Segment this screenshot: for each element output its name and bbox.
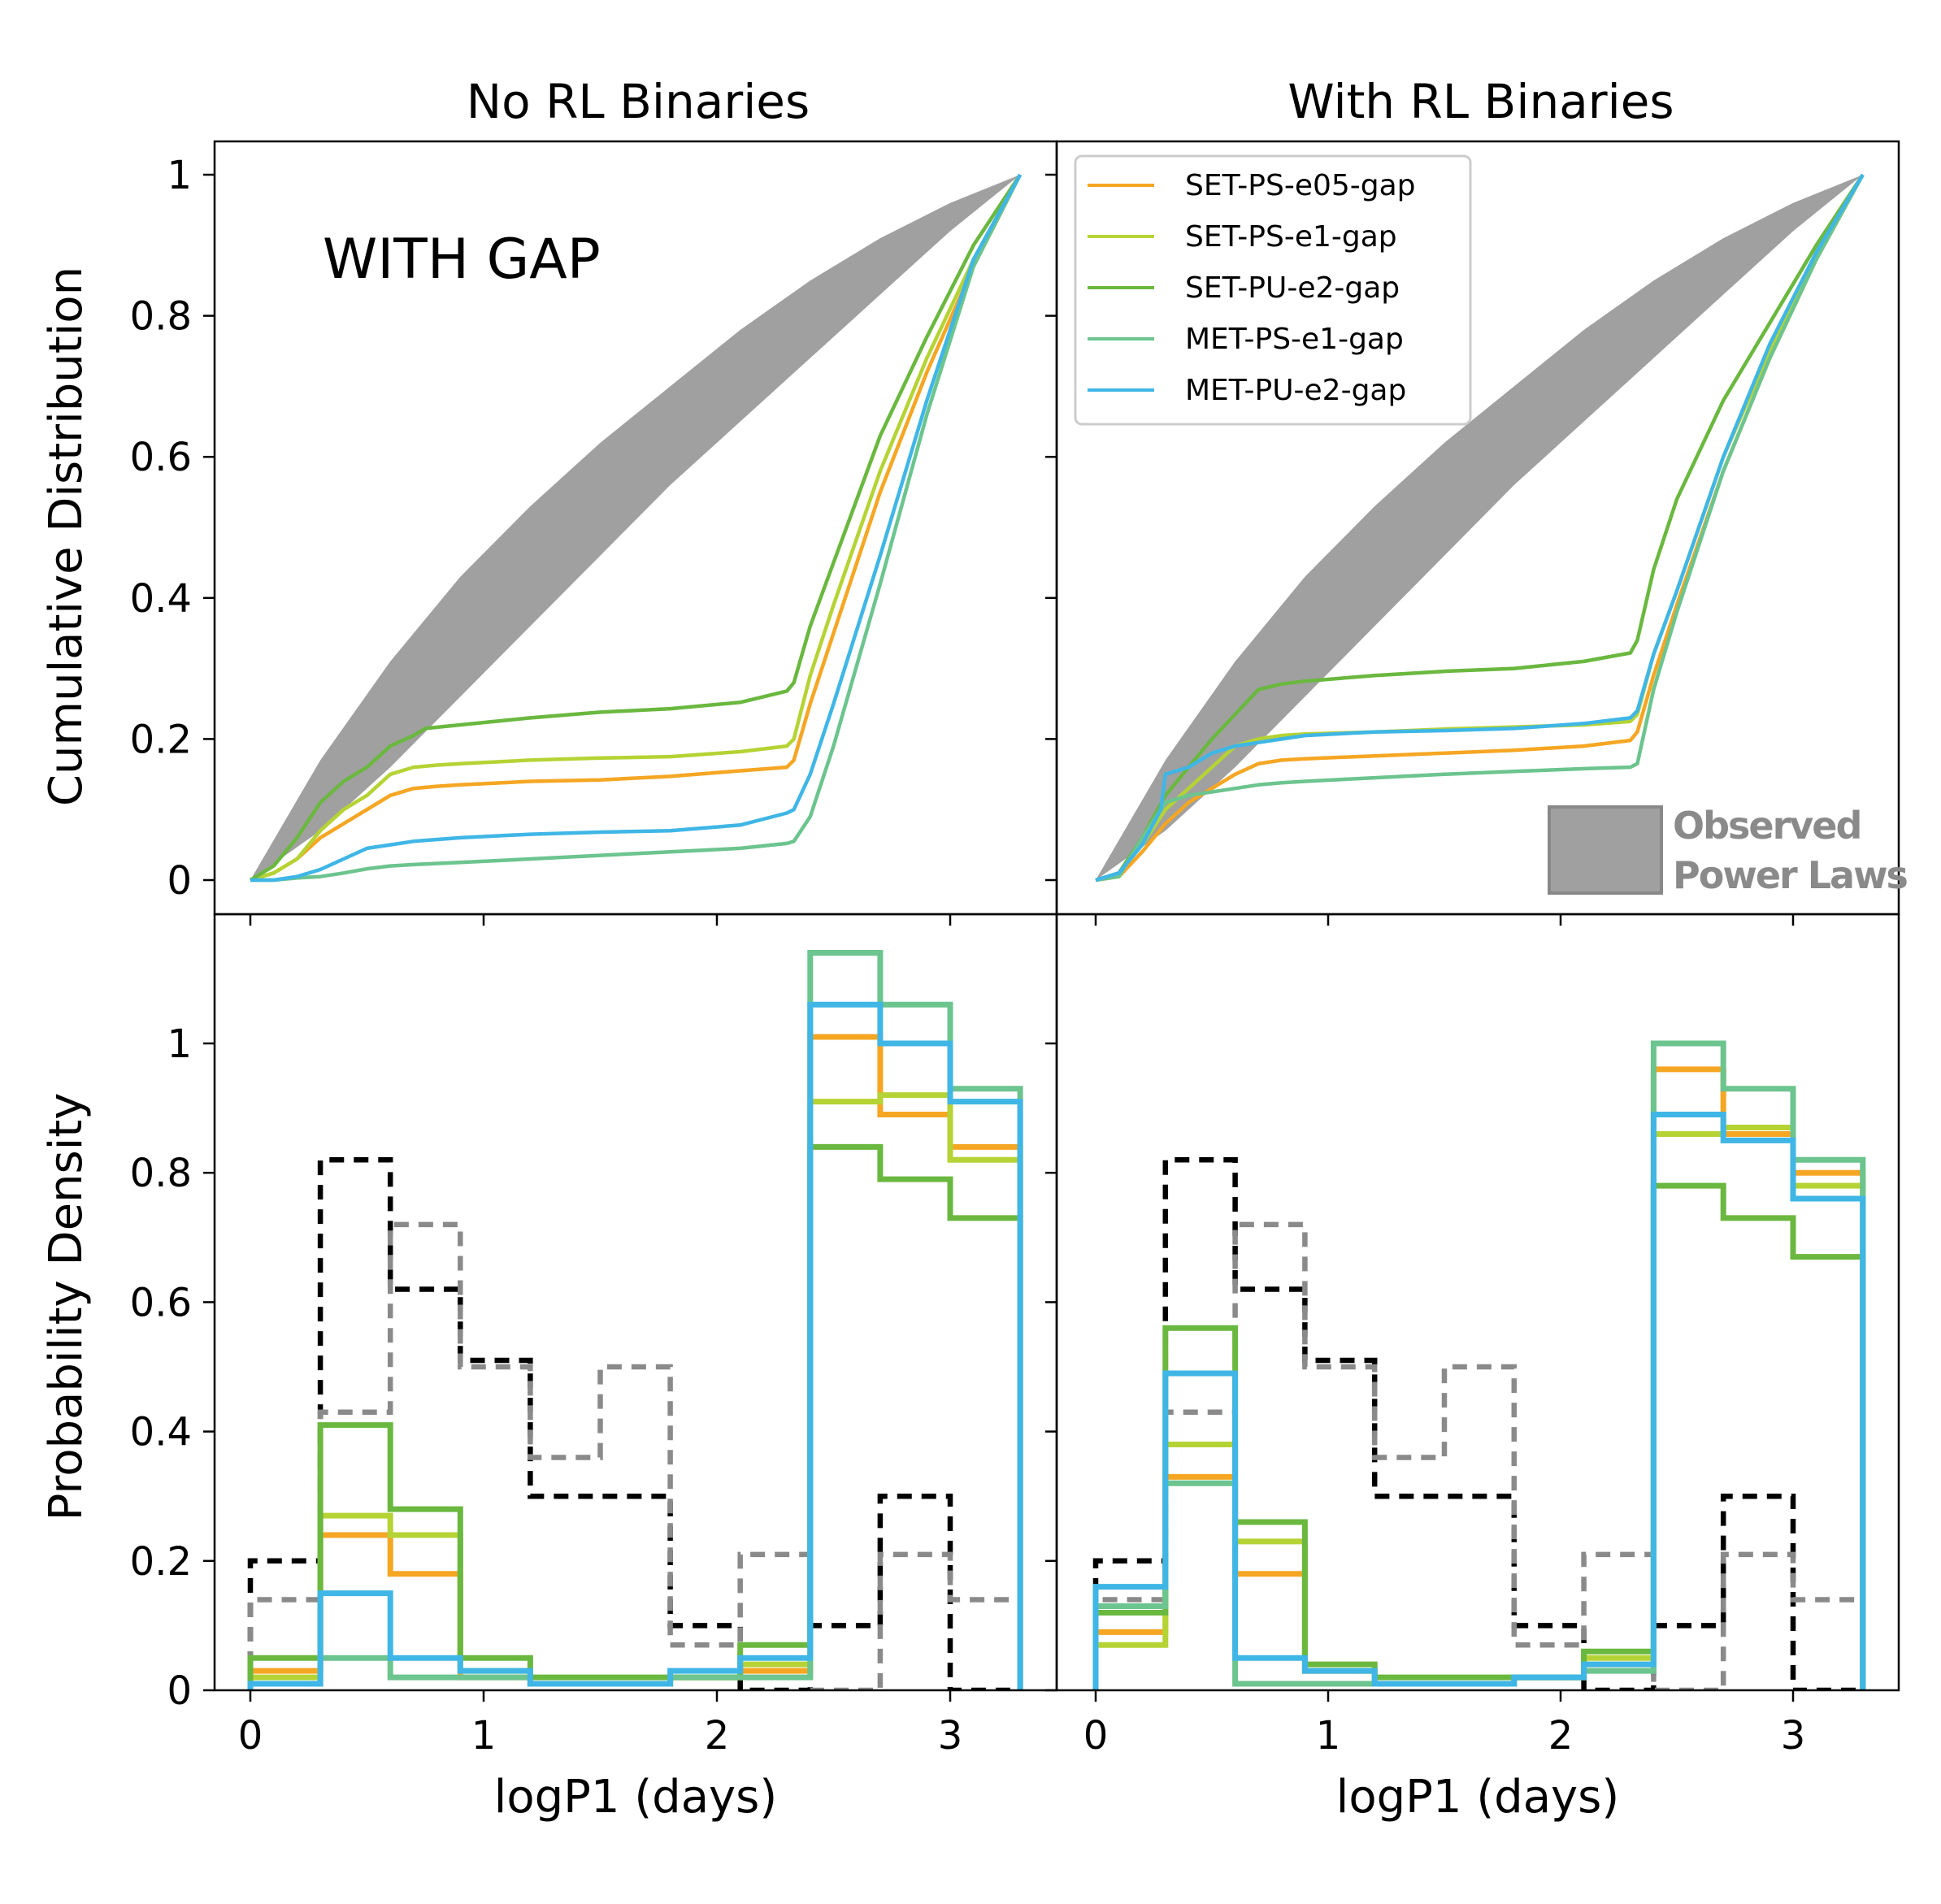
legend-frame bbox=[1074, 154, 1472, 426]
hist-step-set-ps-e1-gap bbox=[247, 1092, 1023, 1690]
plot-area bbox=[1092, 1040, 1866, 1690]
band-legend-label-1: Observed bbox=[1673, 804, 1861, 848]
hist-step-met-pu-e2-gap bbox=[247, 1001, 1023, 1690]
x-tick-label: 3 bbox=[1781, 1713, 1806, 1759]
x-axis-label: logP1 (days) bbox=[494, 1771, 777, 1824]
y-tick-label: 0.6 bbox=[130, 435, 192, 480]
y-tick-label: 0.8 bbox=[130, 294, 192, 340]
y-tick-label: 0.4 bbox=[130, 1410, 192, 1455]
legend-label-4: MET-PU-e2-gap bbox=[1185, 374, 1406, 407]
y-tick-label: 0 bbox=[167, 858, 192, 904]
panel-pdf-rl: 0 1 2 3 logP1 (days) bbox=[1045, 913, 1900, 1824]
x-tick-label: 0 bbox=[238, 1713, 263, 1759]
cdf-line-SET-PU-e2-gap bbox=[249, 173, 1022, 882]
col-title-right: With RL Binaries bbox=[1287, 74, 1674, 129]
hist-step-set-pu-e2-gap bbox=[1092, 1182, 1866, 1690]
legend-label-2: SET-PU-e2-gap bbox=[1185, 271, 1400, 305]
x-tick-label: 2 bbox=[1548, 1713, 1574, 1759]
plot-area bbox=[1095, 173, 1865, 883]
panel-frame bbox=[1055, 913, 1900, 1692]
cdf-line-SET-PS-e05-gap bbox=[250, 173, 1023, 883]
y-tick-label: 1 bbox=[167, 1021, 192, 1067]
y-tick-label: 0.8 bbox=[130, 1151, 192, 1196]
hist-step-set-pu-e2-gap bbox=[247, 1143, 1023, 1690]
cdf-line-MET-PS-e1-gap bbox=[250, 173, 1023, 883]
x-tick-label: 3 bbox=[938, 1713, 963, 1759]
x-tick-label: 2 bbox=[705, 1713, 730, 1759]
hist-step-observed-gray- bbox=[247, 1221, 1023, 1690]
x-tick-label: 1 bbox=[471, 1713, 497, 1759]
legend-label-0: SET-PS-e05-gap bbox=[1185, 169, 1416, 202]
legend-label-1: SET-PS-e1-gap bbox=[1185, 220, 1397, 254]
legend-label-3: MET-PS-e1-gap bbox=[1185, 323, 1404, 356]
panel-frame bbox=[213, 913, 1058, 1692]
ylabel-top: Cumulative Distribution bbox=[40, 267, 93, 806]
panel-pdf-no-rl: 0 0.2 0.4 0.6 0.8 1 0 1 2 3 logP1 (days) bbox=[130, 913, 1058, 1824]
hist-step-met-pu-e2-gap bbox=[1092, 1112, 1866, 1690]
observed-power-law-band bbox=[1096, 175, 1863, 880]
panel-cdf-no-rl: 0 0.2 0.4 0.6 0.8 1 bbox=[130, 140, 1058, 926]
hist-step-observed-black- bbox=[1092, 1157, 1863, 1690]
y-tick-label: 1 bbox=[167, 153, 192, 198]
band-legend-swatch bbox=[1548, 805, 1663, 895]
cdf-line-MET-PU-e2-gap bbox=[250, 173, 1023, 883]
y-tick-label: 0.6 bbox=[130, 1280, 192, 1325]
ylabel-bottom: Probability Density bbox=[40, 1093, 93, 1521]
y-tick-label: 0.2 bbox=[130, 717, 192, 762]
cdf-line-MET-PU-e2-gap bbox=[1095, 173, 1865, 883]
plot-area bbox=[249, 173, 1023, 883]
plot-area bbox=[247, 950, 1023, 1690]
band-legend-label-2: Power Laws bbox=[1673, 853, 1908, 897]
cdf-line-SET-PU-e2-gap bbox=[1095, 173, 1865, 883]
x-tick-label: 0 bbox=[1083, 1713, 1109, 1759]
cdf-line-MET-PS-e1-gap bbox=[1095, 173, 1865, 883]
cdf-line-SET-PS-e1-gap bbox=[250, 173, 1023, 883]
x-axis-label: logP1 (days) bbox=[1336, 1771, 1619, 1824]
hist-step-met-ps-e1-gap bbox=[247, 950, 1023, 1690]
hist-step-observed-black- bbox=[247, 1157, 1021, 1690]
y-tick-label: 0.4 bbox=[130, 576, 192, 622]
y-tick-label: 0 bbox=[167, 1668, 192, 1714]
series-legend: SET-PS-e05-gap SET-PS-e1-gap SET-PU-e2-g… bbox=[1074, 154, 1472, 426]
with-gap-annotation: WITH GAP bbox=[323, 228, 601, 292]
observed-power-law-band bbox=[250, 175, 1021, 880]
y-tick-label: 0.2 bbox=[130, 1539, 192, 1585]
hist-step-set-ps-e1-gap bbox=[1092, 1124, 1866, 1690]
x-tick-label: 1 bbox=[1316, 1713, 1341, 1759]
hist-step-observed-gray- bbox=[1092, 1221, 1866, 1690]
col-title-left: No RL Binaries bbox=[467, 74, 810, 129]
